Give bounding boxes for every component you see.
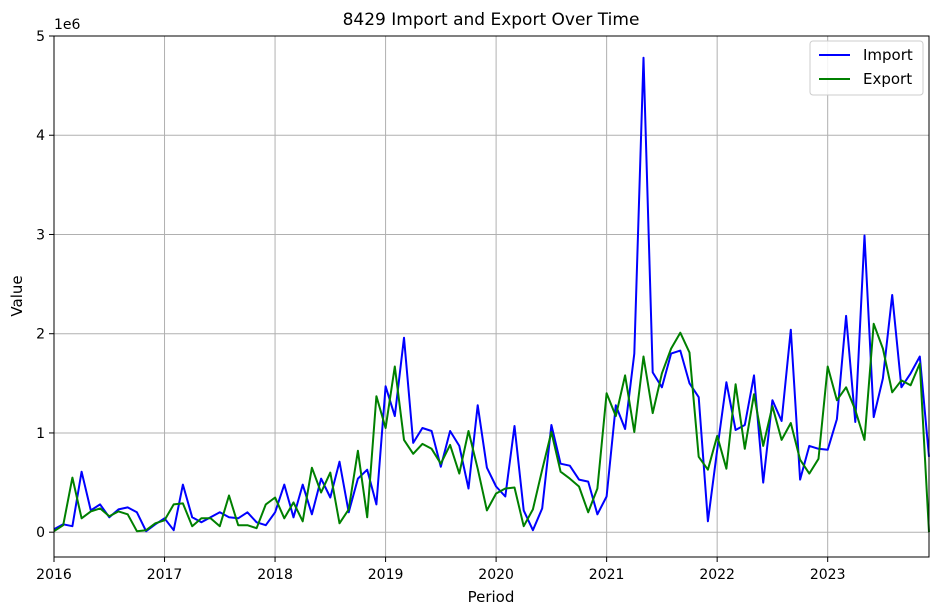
y-offset-label: 1e6 <box>54 17 81 33</box>
y-tick-label: 4 <box>36 128 45 144</box>
x-tick-label: 2017 <box>147 567 183 583</box>
legend-export-label: Export <box>863 70 912 88</box>
legend: Import Export <box>809 40 924 96</box>
x-tick-label: 2021 <box>589 567 625 583</box>
x-tick-label: 2023 <box>810 567 846 583</box>
x-tick-label: 2022 <box>699 567 735 583</box>
y-tick-label: 0 <box>36 525 45 541</box>
x-axis-title: Period <box>468 588 515 606</box>
plot-frame <box>53 35 930 558</box>
y-tick-label: 3 <box>36 227 45 243</box>
axis-ticks: 2016 2017 2018 2019 2020 2021 2022 2023 0 1 2 3 4 5 <box>36 29 845 583</box>
x-tick-label: 2019 <box>368 567 404 583</box>
legend-import-label: Import <box>863 46 913 64</box>
y-tick-label: 5 <box>36 29 45 45</box>
x-tick-label: 2020 <box>478 567 514 583</box>
x-tick-label: 2018 <box>257 567 293 583</box>
series-line-import <box>53 56 930 533</box>
series-layer <box>53 56 930 533</box>
series-line-export <box>53 322 930 533</box>
x-tick-label: 2016 <box>36 567 72 583</box>
y-axis-title: Value <box>8 275 26 316</box>
y-tick-label: 1 <box>36 426 45 442</box>
chart-title: 8429 Import and Export Over Time <box>343 10 640 30</box>
y-tick-label: 2 <box>36 327 45 343</box>
